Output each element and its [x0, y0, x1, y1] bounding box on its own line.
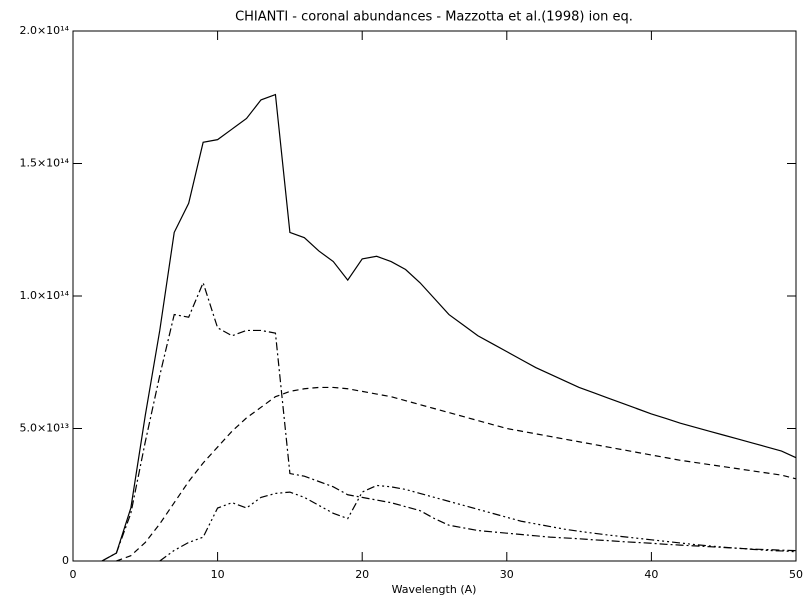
- x-tick-label: 20: [355, 568, 369, 581]
- y-tick-label: 2.0×10¹⁴: [19, 24, 69, 37]
- y-tick-label: 1.5×10¹⁴: [19, 157, 69, 170]
- x-tick-label: 30: [500, 568, 514, 581]
- data-line: [116, 386, 797, 562]
- chart-title: CHIANTI - coronal abundances - Mazzotta …: [235, 10, 633, 25]
- x-tick-label: 0: [70, 568, 77, 581]
- x-tick-label: 40: [644, 568, 658, 581]
- y-tick-label: 1.0×10¹⁴: [19, 289, 69, 302]
- x-axis-label: Wavelength (A): [392, 583, 477, 596]
- y-tick-label: 5.0×10¹³: [19, 422, 69, 435]
- data-line: [101, 93, 797, 562]
- plot-frame: [72, 30, 797, 562]
- x-tick-label: 50: [789, 568, 803, 581]
- x-tick-label: 10: [211, 568, 225, 581]
- data-line: [159, 484, 797, 562]
- y-tick-label: 0: [62, 554, 69, 567]
- data-line: [101, 281, 797, 562]
